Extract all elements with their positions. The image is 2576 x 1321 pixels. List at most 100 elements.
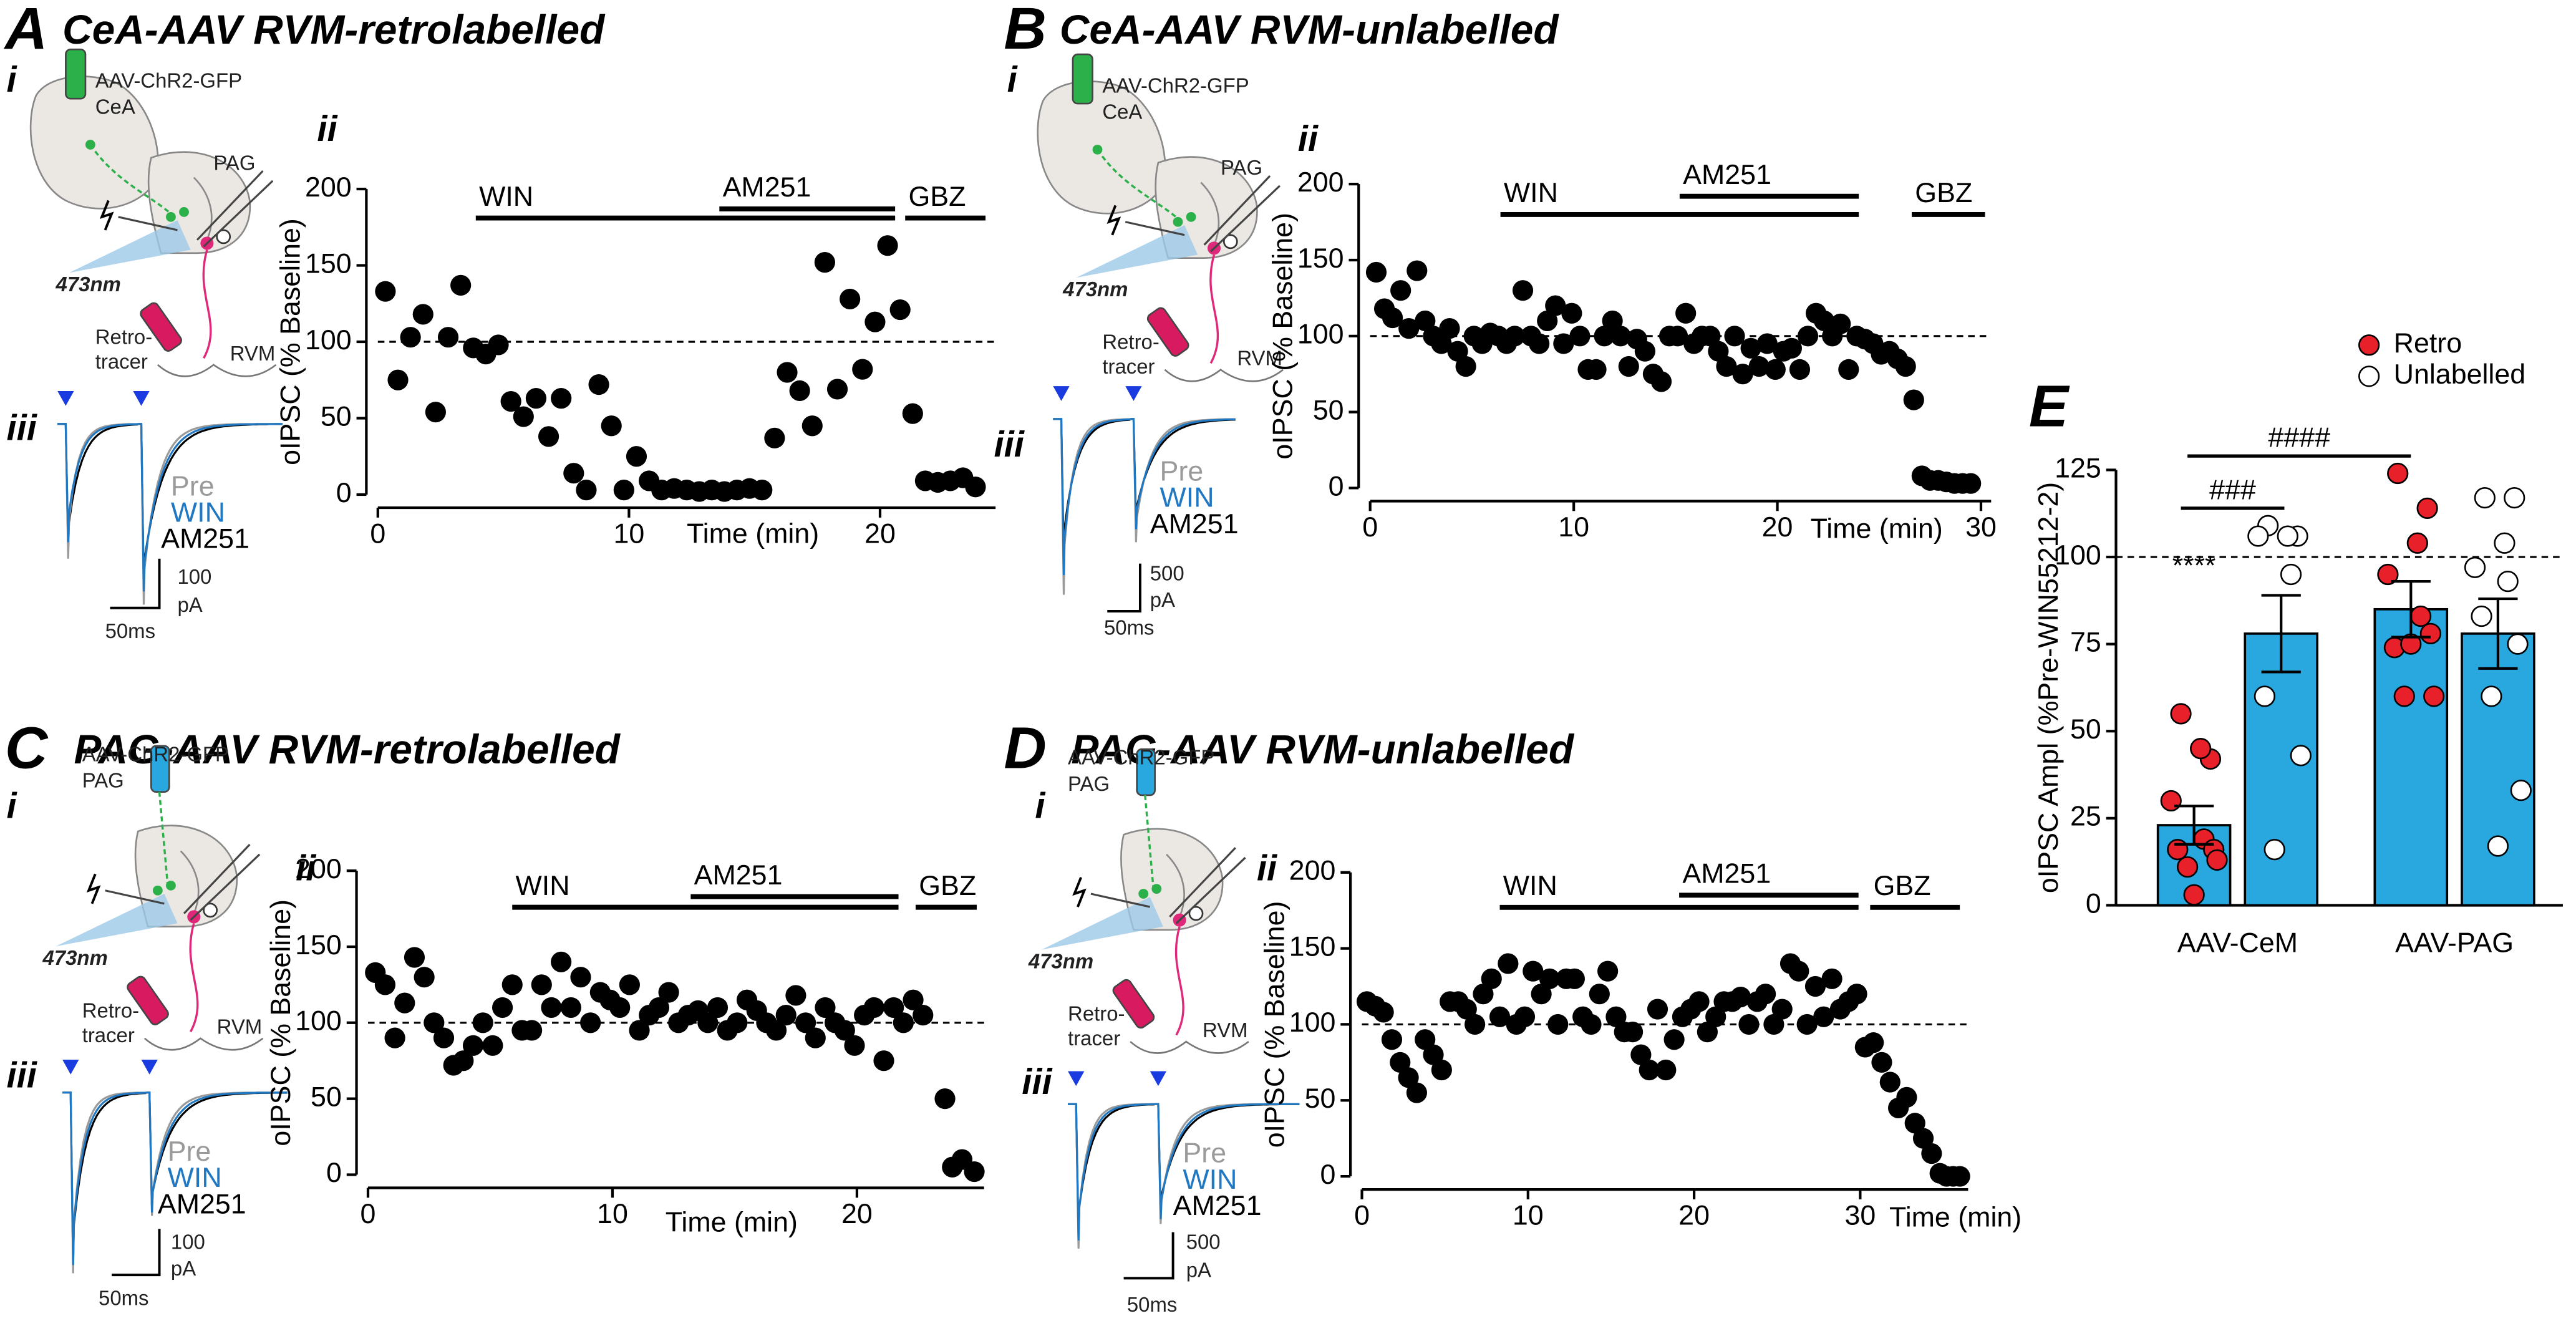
scale-label: pA xyxy=(171,1257,196,1280)
data-point xyxy=(2277,525,2298,547)
rvm-outline xyxy=(1164,369,1284,382)
data-point xyxy=(1871,1052,1892,1073)
stim-electrode xyxy=(118,216,178,231)
data-point xyxy=(2160,790,2182,812)
data-point xyxy=(1610,326,1631,347)
x-tick-label: 10 xyxy=(1513,1200,1544,1231)
drug-label: WIN xyxy=(516,870,570,901)
data-point xyxy=(765,1020,787,1041)
pipette xyxy=(1210,185,1281,253)
data-point xyxy=(2254,685,2275,707)
scale-bar xyxy=(112,1229,161,1277)
data-point xyxy=(775,1005,797,1026)
y-tick-label: 50 xyxy=(321,400,352,432)
panel-letter: E xyxy=(2029,374,2070,440)
data-point xyxy=(1602,310,1623,332)
data-point xyxy=(1663,1029,1685,1050)
x-tick-label: 0 xyxy=(361,1198,376,1229)
data-point xyxy=(1605,1006,1627,1027)
error-bar xyxy=(2391,580,2431,639)
data-point xyxy=(1814,310,1835,332)
y-tick-label: 150 xyxy=(305,248,352,279)
data-point xyxy=(576,480,597,501)
data-point xyxy=(563,463,584,484)
data-point xyxy=(1675,302,1697,324)
stim-marker xyxy=(1068,1071,1085,1086)
terminal xyxy=(166,211,176,222)
recorded-cell xyxy=(1223,234,1238,249)
diagram-label: tracer xyxy=(1102,355,1155,378)
stim-symbol xyxy=(1106,205,1121,236)
drug-label: AM251 xyxy=(723,172,811,203)
light-cone xyxy=(56,894,178,947)
data-point xyxy=(2393,685,2415,707)
diagram-label: RVM xyxy=(230,342,276,365)
data-point xyxy=(2183,884,2205,906)
data-point xyxy=(412,304,433,325)
diagram-label: tracer xyxy=(1068,1027,1120,1050)
data-point xyxy=(814,252,835,273)
legend-label: Retro xyxy=(2394,327,2462,359)
data-point xyxy=(541,997,562,1019)
data-point xyxy=(1903,389,1924,410)
data-point xyxy=(450,274,472,296)
data-point xyxy=(863,997,884,1019)
legend-marker xyxy=(2358,334,2380,356)
data-point xyxy=(873,1050,894,1072)
diagram-label: 473nm xyxy=(1028,949,1093,972)
data-point xyxy=(1431,333,1452,354)
data-point xyxy=(525,388,547,409)
diagram-label: Retro- xyxy=(82,999,139,1022)
terminal xyxy=(1151,884,1162,894)
pipette xyxy=(196,170,264,241)
stim-marker xyxy=(133,391,150,406)
diagram: AAV-ChR2-GFP CeA PAG 473nm Retro-tracer RVM xyxy=(29,48,277,377)
data-point xyxy=(619,974,640,995)
drug-label: WIN xyxy=(1504,177,1558,208)
data-point xyxy=(1415,1029,1436,1050)
y-tick-label: 0 xyxy=(2086,888,2101,919)
data-point xyxy=(795,1012,816,1033)
data-point xyxy=(2280,563,2302,586)
trace xyxy=(57,423,138,543)
data-point xyxy=(1581,1014,1602,1035)
trace-legend: Pre xyxy=(171,470,215,501)
data-point xyxy=(1697,1022,1718,1043)
data-point xyxy=(1804,975,1826,997)
trace-legend: Pre xyxy=(1183,1138,1226,1169)
data-point xyxy=(1846,984,1867,1005)
rvm-outline xyxy=(157,364,277,377)
diagram-label: RVM xyxy=(217,1015,263,1038)
stim-marker xyxy=(1125,386,1142,401)
data-point xyxy=(727,1012,748,1033)
data-point xyxy=(414,967,435,988)
data-point xyxy=(500,390,521,412)
panel-letter: C xyxy=(5,715,49,781)
light-cone xyxy=(69,220,191,273)
data-point xyxy=(538,426,559,447)
x-axis-label: Time (min) xyxy=(687,518,819,549)
data-point xyxy=(1688,991,1710,1012)
tracer-syringe xyxy=(1112,979,1155,1029)
x-tick-label: 0 xyxy=(370,518,385,549)
data-point xyxy=(1705,1006,1726,1027)
data-point xyxy=(2167,838,2189,861)
data-point xyxy=(1465,1014,1486,1035)
x-tick-label: 30 xyxy=(1965,511,1997,543)
scale-label: 50ms xyxy=(1104,616,1154,639)
data-point xyxy=(1594,326,1615,347)
data-point xyxy=(815,997,836,1019)
data-point xyxy=(1771,999,1793,1020)
scale-bar xyxy=(1123,1232,1174,1280)
recorded-cell xyxy=(216,229,231,244)
data-point xyxy=(531,974,552,995)
diagram-label: tracer xyxy=(95,350,148,373)
retro-path xyxy=(1209,254,1219,364)
stim-electrode xyxy=(105,889,165,905)
scale-label: 50ms xyxy=(105,619,155,642)
light-cone xyxy=(1041,897,1163,950)
sub-label: iii xyxy=(7,409,38,448)
data-point xyxy=(1789,359,1811,380)
data-point xyxy=(1537,310,1558,332)
data-point xyxy=(1415,310,1436,332)
